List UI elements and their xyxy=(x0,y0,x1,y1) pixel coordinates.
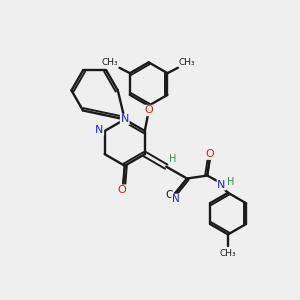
Text: N: N xyxy=(121,114,129,124)
Text: N: N xyxy=(95,125,103,135)
Text: O: O xyxy=(206,149,214,159)
Text: CH₃: CH₃ xyxy=(102,58,119,67)
Text: N: N xyxy=(172,194,180,204)
Text: CH₃: CH₃ xyxy=(179,58,195,67)
Text: CH₃: CH₃ xyxy=(220,249,236,258)
Text: C: C xyxy=(166,190,173,200)
Text: H: H xyxy=(169,154,176,164)
Text: O: O xyxy=(144,106,153,116)
Text: N: N xyxy=(217,180,226,190)
Text: H: H xyxy=(227,176,235,187)
Text: O: O xyxy=(117,185,126,195)
